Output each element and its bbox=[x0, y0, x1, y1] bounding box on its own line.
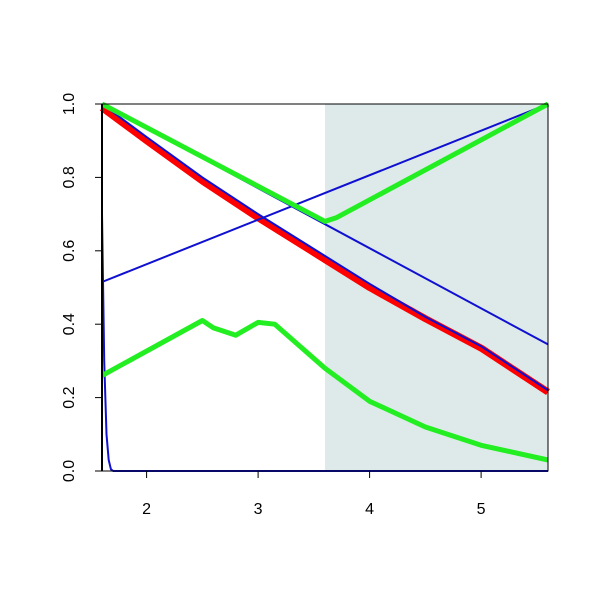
y-tick-label: 0.4 bbox=[61, 313, 78, 335]
y-tick-label: 0.2 bbox=[61, 386, 78, 408]
shaded-region bbox=[325, 104, 548, 471]
line bbox=[100, 318, 549, 463]
x-tick-label: 5 bbox=[477, 501, 486, 518]
y-tick-label: 1.0 bbox=[61, 93, 78, 115]
x-tick-label: 2 bbox=[142, 501, 151, 518]
y-tick-label: 0.6 bbox=[61, 240, 78, 262]
line bbox=[99, 104, 550, 396]
y-tick-label: 0.8 bbox=[61, 166, 78, 188]
line bbox=[100, 101, 550, 224]
x-tick-label: 3 bbox=[254, 501, 263, 518]
x-tick-label: 4 bbox=[365, 501, 374, 518]
line bbox=[101, 103, 549, 392]
line bbox=[101, 103, 549, 283]
y-tick-label: 0.0 bbox=[61, 460, 78, 482]
